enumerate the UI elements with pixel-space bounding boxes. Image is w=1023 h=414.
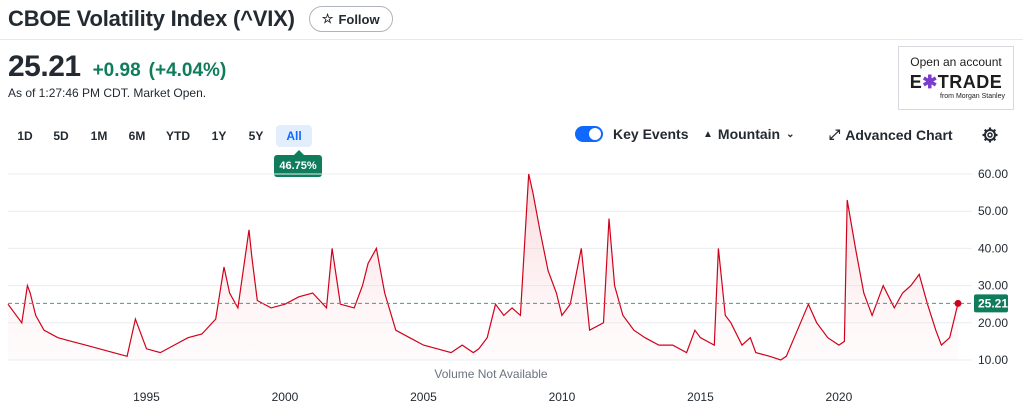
time-range-selector: 1D 5D 1M 6M YTD 1Y 5Y All xyxy=(8,125,312,147)
y-tick-label: 40.00 xyxy=(978,241,1008,255)
price-change: +0.98 xyxy=(92,60,141,81)
range-1y[interactable]: 1Y xyxy=(211,129,227,143)
etrade-logo: E✱TRADE xyxy=(909,72,1003,92)
chart-type-label: Mountain xyxy=(717,126,781,142)
price-change-percent: (+4.04%) xyxy=(148,60,227,81)
x-axis-labels: 1995 2000 2005 2010 2015 2020 xyxy=(133,390,852,404)
price-chart[interactable]: 60.00 50.00 40.00 30.00 20.00 10.00 Volume No… xyxy=(0,160,1023,414)
mountain-icon: ▲ xyxy=(703,128,713,140)
range-5d[interactable]: 5D xyxy=(53,129,69,143)
advanced-chart-button[interactable]: ⤢ Advanced Chart xyxy=(829,126,953,143)
ad-subtitle: from Morgan Stanley xyxy=(940,93,1005,100)
range-1d[interactable]: 1D xyxy=(17,129,33,143)
range-ytd[interactable]: YTD xyxy=(166,129,190,143)
key-events-toggle[interactable]: Key Events xyxy=(575,126,688,142)
range-5y[interactable]: 5Y xyxy=(248,129,264,143)
y-tick-label: 30.00 xyxy=(978,279,1008,293)
x-tick-label: 2005 xyxy=(410,390,437,404)
range-1m[interactable]: 1M xyxy=(90,129,108,143)
x-tick-label: 2015 xyxy=(687,390,714,404)
quote-header: CBOE Volatility Index (^VIX) ☆ Follow xyxy=(8,6,393,32)
price-row: 25.21 +0.98 (+4.04%) xyxy=(8,50,226,84)
y-tick-label: 20.00 xyxy=(978,316,1008,330)
follow-button[interactable]: ☆ Follow xyxy=(308,6,393,32)
key-events-label: Key Events xyxy=(613,126,689,142)
etrade-ad[interactable]: Open an account E✱TRADE from Morgan Stan… xyxy=(898,46,1014,110)
follow-label: Follow xyxy=(338,11,380,27)
svg-text:25.21: 25.21 xyxy=(978,296,1008,310)
volume-not-available: Volume Not Available xyxy=(434,367,548,381)
x-tick-label: 2010 xyxy=(549,390,576,404)
chevron-down-icon: ⌄ xyxy=(786,128,795,140)
y-tick-label: 10.00 xyxy=(978,353,1008,367)
range-change-badge: 46.75% xyxy=(274,150,322,177)
current-price-tag: 25.21 xyxy=(974,294,1008,313)
x-tick-label: 2020 xyxy=(826,390,853,404)
header-divider xyxy=(0,39,1023,40)
gear-icon[interactable] xyxy=(982,127,998,148)
y-axis-labels: 60.00 50.00 40.00 30.00 20.00 10.00 xyxy=(978,167,1008,367)
range-all[interactable]: All xyxy=(276,125,312,147)
area-fill xyxy=(8,174,958,360)
quote-timestamp: As of 1:27:46 PM CDT. Market Open. xyxy=(8,86,207,100)
series-line xyxy=(7,173,959,361)
current-point xyxy=(954,299,962,307)
range-6m[interactable]: 6M xyxy=(128,129,146,143)
expand-icon: ⤢ xyxy=(829,126,841,142)
advanced-chart-label: Advanced Chart xyxy=(845,126,953,143)
page-title: CBOE Volatility Index (^VIX) xyxy=(8,6,295,31)
ad-open-account: Open an account xyxy=(910,55,1002,69)
chart-type-dropdown[interactable]: ▲ Mountain ⌄ xyxy=(703,126,795,142)
current-price: 25.21 xyxy=(8,50,81,83)
x-tick-label: 2000 xyxy=(272,390,299,404)
y-tick-label: 50.00 xyxy=(978,204,1008,218)
toggle-switch[interactable] xyxy=(575,126,603,142)
y-tick-label: 60.00 xyxy=(978,167,1008,181)
star-icon: ☆ xyxy=(321,11,334,26)
x-tick-label: 1995 xyxy=(133,390,160,404)
